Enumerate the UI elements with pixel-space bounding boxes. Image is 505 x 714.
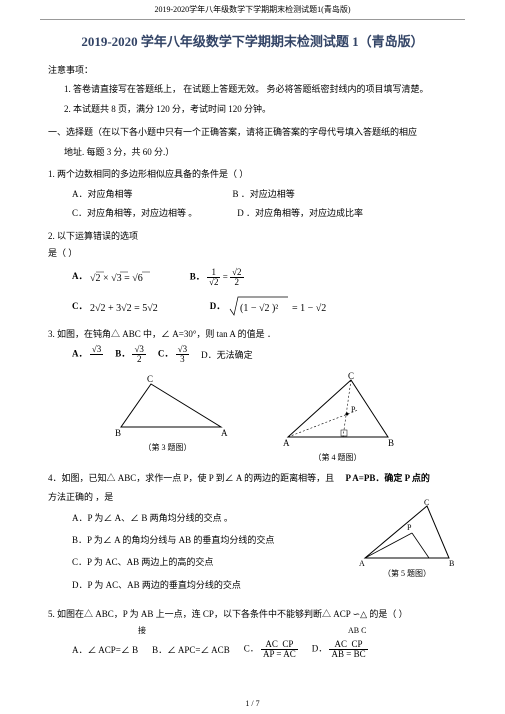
q5-sub: 接 AB C: [138, 625, 457, 636]
q2-C-math: 2√2 + 3√2 = 5√2: [90, 298, 180, 316]
q5-C-lbl: C．: [244, 644, 259, 654]
triangle-4: A B C P: [273, 372, 403, 452]
svg-text:P: P: [407, 523, 412, 532]
q1-B: B ．对应边相等: [233, 186, 295, 202]
lblB: B: [115, 428, 121, 438]
q1-C: C．对应角相等，对应边相等 。: [72, 205, 197, 221]
q5-stem: 5. 如图在△ ABC，P 为 AB 上一点，连 CP，以下各条件中不能够判断△…: [48, 607, 457, 621]
q2-D-math: (1 − √2 )² = 1 − √2: [228, 295, 338, 319]
q1-stem: 1. 两个边数相同的多边形相似应具备的条件是（ ）: [48, 167, 457, 181]
q2-row2: C． 2√2 + 3√2 = 5√2 D． (1 − √2 )² = 1 − √…: [72, 295, 457, 319]
q2-A: A． √2 × √3 = √6: [72, 268, 160, 286]
notice-2: 2. 本试题共 8 页，满分 120 分，考试时间 120 分钟。: [64, 102, 457, 116]
cap3: （第 3 题图）: [103, 442, 233, 453]
q2-B: B． 1√2 = √22: [190, 268, 244, 287]
section-1: 一、选择题（在以下各小题中只有一个正确答案，请将正确答案的字母代号填入答题纸的相…: [48, 125, 457, 139]
fig5: A B C P （第 5 题图）: [357, 498, 457, 579]
page-footer: 1 / 7: [0, 699, 505, 708]
q4-stem-a: 4．如图，已知△ ABC，求作一点 P，使 P 到∠ A 的两边的距离相等，且: [48, 473, 334, 483]
svg-text:√2 × √3 = √6: √2 × √3 = √6: [90, 273, 143, 284]
exam-title: 2019-2020 学年八年级数学下学期期末检测试题 1（青岛版）: [48, 32, 457, 53]
q2-B-frac2: √22: [230, 268, 243, 287]
svg-text:P: P: [351, 405, 356, 414]
q1-opts: A．对应角相等 B ．对应边相等 C．对应角相等，对应边相等 。 D ．对应角相…: [72, 186, 457, 221]
lblC: C: [147, 374, 153, 384]
q2-A-math: √2 × √3 = √6: [90, 268, 160, 286]
q2-stem2: 是（ ）: [48, 246, 457, 260]
section-1b: 地址. 每题 3 分，共 60 分.）: [64, 145, 457, 159]
q3-B: B． √32: [115, 345, 146, 364]
q5-opts: A．∠ ACP=∠ B B．∠ APC=∠ ACB C． AC CPAP = A…: [72, 640, 457, 659]
q3-A: A． √3: [72, 345, 103, 364]
q3-C-val: √33: [176, 345, 189, 364]
q3-D: D．无法确定: [201, 347, 253, 363]
svg-text:2√2 + 3√2 = 5√2: 2√2 + 3√2 = 5√2: [90, 303, 158, 314]
q2-A-label: A．: [72, 271, 88, 281]
q5-D-frac: AC CPAB = BC: [329, 640, 367, 659]
q5-C: C． AC CPAP = AC: [244, 640, 298, 659]
q4-stem: 4．如图，已知△ ABC，求作一点 P，使 P 到∠ A 的两边的距离相等，且 …: [48, 471, 457, 485]
q5-B: B．∠ APC=∠ ACB: [152, 642, 230, 658]
svg-text:(1 − √2 )²: (1 − √2 )²: [240, 303, 278, 314]
q3-A-lbl: A．: [72, 349, 88, 359]
q5-sub-a: 接: [138, 626, 146, 635]
cap5: （第 5 题图）: [357, 568, 457, 579]
notice-1: 1. 答卷请直接写在答题纸上， 在试题上答题无效。 务必将答题纸密封线内的项目填…: [64, 82, 457, 96]
triangle-5: A B C P: [357, 498, 457, 568]
q3-A-val: √3: [90, 345, 103, 364]
svg-text:A: A: [359, 559, 365, 568]
page-header: 2019-2020学年八年级数学下学期期末检测试题1(青岛版): [40, 0, 465, 20]
fig3: B A C （第 3 题图）: [103, 372, 233, 463]
fig4: A B C P （第 4 题图）: [273, 372, 403, 463]
cap4: （第 4 题图）: [273, 452, 403, 463]
svg-text:A: A: [283, 438, 290, 448]
q5-A: A．∠ ACP=∠ B: [72, 642, 138, 658]
q3-C: C． √33: [158, 345, 189, 364]
q2-B-label: B．: [190, 271, 205, 281]
q5-D: D． AC CPAB = BC: [312, 640, 368, 659]
svg-text:C: C: [424, 498, 429, 507]
svg-text:= 1 − √2: = 1 − √2: [292, 303, 326, 314]
svg-text:B: B: [449, 559, 454, 568]
q2-stem: 2. 以下运算错误的选项: [48, 229, 457, 243]
svg-text:B: B: [388, 438, 394, 448]
triangle-3: B A C: [103, 372, 233, 442]
q2-D-label: D．: [210, 301, 226, 311]
eq-sign: =: [223, 271, 230, 281]
q4-stem-b: P A=PB．确定 P 点的: [345, 473, 429, 483]
q1-D: D ．对应角相等，对应边成比率: [237, 205, 363, 221]
figures-row: B A C （第 3 题图） A B C P （第 4 题图）: [48, 372, 457, 463]
q3-B-val: √32: [132, 345, 145, 364]
q2-B-frac1: 1√2: [207, 268, 220, 287]
q5-C-frac: AC CPAP = AC: [261, 640, 298, 659]
q2-row1: A． √2 × √3 = √6 B． 1√2 = √22: [72, 268, 457, 287]
q3-C-lbl: C．: [158, 349, 174, 359]
q1-A: A．对应角相等: [72, 186, 133, 202]
content: 2019-2020 学年八年级数学下学期期末检测试题 1（青岛版） 注意事项： …: [0, 32, 505, 659]
q3-opts: A． √3 B． √32 C． √33 D．无法确定: [72, 345, 457, 364]
q3-stem: 3. 如图，在钝角△ ABC 中，∠ A=30°，则 tan A 的值是 ．: [48, 327, 457, 341]
notice-heading: 注意事项：: [48, 63, 457, 76]
q3-B-lbl: B．: [115, 349, 130, 359]
q5-sub-b: AB C: [348, 626, 366, 635]
q5-D-lbl: D．: [312, 644, 328, 654]
lblA: A: [221, 428, 228, 438]
q2-D: D． (1 − √2 )² = 1 − √2: [210, 295, 338, 319]
svg-text:C: C: [348, 372, 354, 381]
q2-C: C． 2√2 + 3√2 = 5√2: [72, 298, 180, 316]
q2-C-label: C．: [72, 301, 88, 311]
